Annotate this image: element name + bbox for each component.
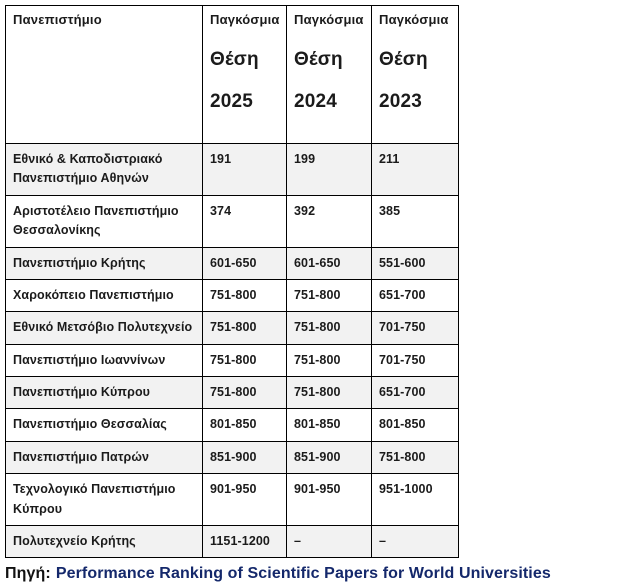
header-row: Πανεπιστήμιο Παγκόσμια Θέση 2025 Παγκόσμ… — [5, 5, 459, 144]
header-year-2024: 2024 — [294, 91, 338, 113]
table-row: Πανεπιστήμιο Κύπρου 751-800 751-800 651-… — [5, 375, 459, 410]
table-row: Πανεπιστήμιο Πατρών 851-900 851-900 751-… — [5, 440, 459, 475]
table-row: Πολυτεχνείο Κρήτης 1151-1200 – – — [5, 524, 459, 559]
university-name: Τεχνολογικό Πανεπιστήμιο Κύπρου — [5, 473, 203, 526]
rank-2024: 851-900 — [286, 440, 372, 475]
header-university-label: Πανεπιστήμιο — [13, 12, 102, 27]
rank-2023: 651-700 — [371, 278, 459, 313]
rank-2025: 191 — [202, 143, 287, 196]
rank-2023: 951-1000 — [371, 473, 459, 526]
table-row: Εθνικό & Καποδιστριακό Πανεπιστήμιο Αθην… — [5, 143, 459, 196]
header-rank-2023: Παγκόσμια Θέση 2023 — [371, 5, 459, 144]
header-year-2023: 2023 — [379, 91, 423, 113]
header-rank-2024: Παγκόσμια Θέση 2024 — [286, 5, 372, 144]
table-row: Αριστοτέλειο Πανεπιστήμιο Θεσσαλονίκης 3… — [5, 194, 459, 248]
university-name: Πανεπιστήμιο Θεσσαλίας — [5, 408, 203, 442]
header-university: Πανεπιστήμιο — [5, 5, 203, 144]
rank-2023: 701-750 — [371, 343, 459, 378]
table-row: Χαροκόπειο Πανεπιστήμιο 751-800 751-800 … — [5, 278, 459, 313]
rank-2025: 751-800 — [202, 278, 287, 313]
rank-2024: 751-800 — [286, 311, 372, 345]
rank-2023: – — [371, 524, 459, 559]
header-word-2024: Παγκόσμια — [294, 12, 364, 27]
rank-2024: 392 — [286, 194, 372, 248]
table-body: Εθνικό & Καποδιστριακό Πανεπιστήμιο Αθην… — [5, 143, 459, 559]
rank-2025: 751-800 — [202, 311, 287, 345]
rank-2025: 601-650 — [202, 246, 287, 280]
rank-2023: 211 — [371, 143, 459, 196]
university-name: Πανεπιστήμιο Κρήτης — [5, 246, 203, 280]
rank-2024: 751-800 — [286, 375, 372, 410]
table-row: Εθνικό Μετσόβιο Πολυτεχνείο 751-800 751-… — [5, 311, 459, 345]
university-name: Χαροκόπειο Πανεπιστήμιο — [5, 278, 203, 313]
university-name: Εθνικό & Καποδιστριακό Πανεπιστήμιο Αθην… — [5, 143, 203, 196]
rank-2024: 751-800 — [286, 278, 372, 313]
university-name: Αριστοτέλειο Πανεπιστήμιο Θεσσαλονίκης — [5, 194, 203, 248]
source-link[interactable]: Performance Ranking of Scientific Papers… — [55, 565, 551, 583]
table-header: Πανεπιστήμιο Παγκόσμια Θέση 2025 Παγκόσμ… — [5, 5, 459, 144]
header-label-2023: Θέση — [379, 48, 428, 70]
header-label-2024: Θέση — [294, 48, 343, 70]
source-line: Πηγή: Performance Ranking of Scientific P… — [5, 565, 626, 583]
rank-2024: 801-850 — [286, 408, 372, 442]
rank-2025: 901-950 — [202, 473, 287, 526]
header-rank-2025: Παγκόσμια Θέση 2025 — [202, 5, 287, 144]
university-name: Εθνικό Μετσόβιο Πολυτεχνείο — [5, 311, 203, 345]
rank-2025: 851-900 — [202, 440, 287, 475]
table-row: Πανεπιστήμιο Θεσσαλίας 801-850 801-850 8… — [5, 408, 459, 442]
rank-2025: 751-800 — [202, 375, 287, 410]
university-name: Πανεπιστήμιο Κύπρου — [5, 375, 203, 410]
rank-2023: 651-700 — [371, 375, 459, 410]
header-year-2025: 2025 — [210, 91, 254, 113]
rank-2024: 901-950 — [286, 473, 372, 526]
rank-2025: 801-850 — [202, 408, 287, 442]
rank-2025: 751-800 — [202, 343, 287, 378]
header-label-2025: Θέση — [210, 48, 259, 70]
university-name: Πανεπιστήμιο Ιωαννίνων — [5, 343, 203, 378]
table-row: Τεχνολογικό Πανεπιστήμιο Κύπρου 901-950 … — [5, 473, 459, 526]
rank-2024: 751-800 — [286, 343, 372, 378]
rank-2023: 701-750 — [371, 311, 459, 345]
rank-2025: 1151-1200 — [202, 524, 287, 559]
university-name: Πολυτεχνείο Κρήτης — [5, 524, 203, 559]
header-word-2025: Παγκόσμια — [210, 12, 280, 27]
university-rankings-table: Πανεπιστήμιο Παγκόσμια Θέση 2025 Παγκόσμ… — [5, 5, 459, 559]
rank-2024: – — [286, 524, 372, 559]
rank-2023: 551-600 — [371, 246, 459, 280]
rank-2024: 199 — [286, 143, 372, 196]
rank-2025: 374 — [202, 194, 287, 248]
header-word-2023: Παγκόσμια — [379, 12, 449, 27]
rank-2023: 385 — [371, 194, 459, 248]
university-name: Πανεπιστήμιο Πατρών — [5, 440, 203, 475]
rank-2024: 601-650 — [286, 246, 372, 280]
table-row: Πανεπιστήμιο Κρήτης 601-650 601-650 551-… — [5, 246, 459, 280]
table-row: Πανεπιστήμιο Ιωαννίνων 751-800 751-800 7… — [5, 343, 459, 378]
rank-2023: 751-800 — [371, 440, 459, 475]
rank-2023: 801-850 — [371, 408, 459, 442]
source-label: Πηγή: — [5, 565, 51, 583]
